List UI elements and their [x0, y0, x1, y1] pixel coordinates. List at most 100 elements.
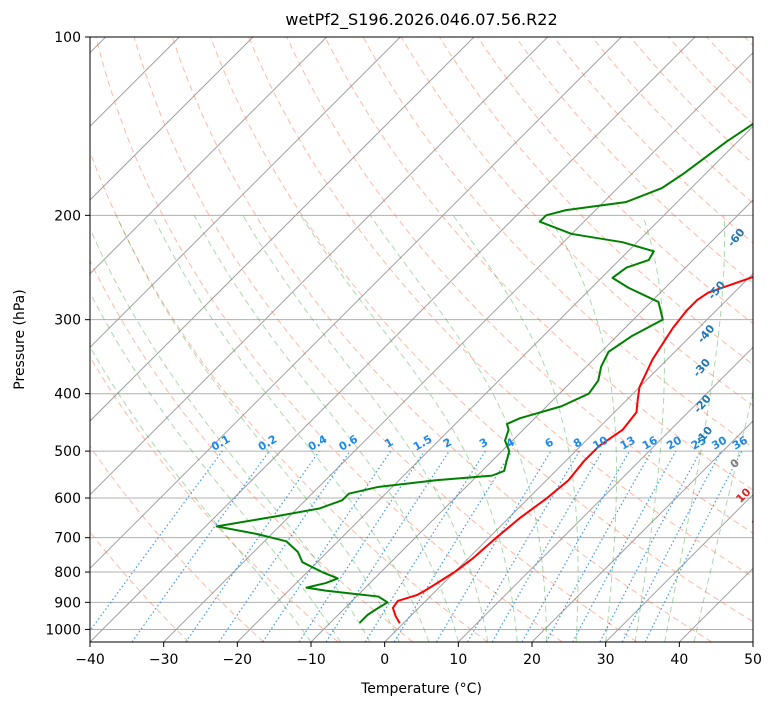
mixing-ratio-line: [545, 450, 653, 642]
isotherm-line: [90, 37, 622, 570]
y-tick-label: 700: [54, 531, 81, 547]
isotherm-line: [752, 641, 753, 642]
moist-adiabat-line: [452, 215, 579, 642]
moist-adiabat-line: [369, 215, 548, 642]
isotherm-line: [90, 37, 254, 201]
x-tick-label: −10: [296, 652, 326, 668]
dry-adiabat-line: [210, 37, 753, 623]
moist-adiabat-line: [90, 227, 371, 642]
isotherm-line: [236, 125, 753, 642]
mixing-ratio-label: 10: [591, 433, 611, 452]
x-tick-label: −20: [223, 652, 253, 668]
mixing-ratio-line: [466, 450, 580, 642]
temperature-profile-line: [391, 275, 753, 624]
mixing-ratio-line: [185, 450, 320, 642]
x-axis-label: Temperature (°C): [360, 681, 482, 697]
mixing-ratio-line: [325, 450, 450, 642]
isotherm-line: [90, 37, 401, 349]
x-tick-label: 10: [449, 652, 467, 668]
moist-adiabat-line: [242, 215, 489, 642]
plot-area: 0.10.20.40.611.52346810131620253036-100-…: [90, 37, 775, 642]
x-tick-label: 40: [670, 652, 688, 668]
dry-adiabat-line: [90, 445, 264, 642]
mixing-ratio-line: [90, 450, 223, 632]
isotherm-line: [90, 37, 549, 496]
moist-adiabat-line: [152, 215, 430, 642]
mixing-ratio-label: 30: [709, 433, 729, 452]
dry-adiabat-line: [515, 37, 753, 284]
dry-adiabat-line: [324, 37, 753, 491]
y-tick-label: 400: [54, 387, 81, 403]
dry-adiabat-line: [400, 37, 753, 407]
mixing-ratio-label: 1: [382, 436, 395, 451]
mixing-ratio-line: [435, 450, 552, 642]
y-tick-label: 600: [54, 491, 81, 507]
dry-adiabat-line: [248, 37, 753, 578]
x-tick-label: −40: [75, 652, 105, 668]
mixing-ratio-label: 16: [640, 433, 660, 452]
x-tick-label: 30: [597, 652, 615, 668]
dry-adiabat-line: [95, 37, 563, 642]
mixing-ratio-label: 0.1: [209, 433, 232, 454]
mixing-ratio-label: 6: [543, 435, 556, 450]
mixing-ratio-line: [364, 450, 486, 642]
isotherm-line: [90, 37, 696, 642]
mixing-ratio-label: 1.5: [411, 433, 434, 454]
dry-adiabat-line: [591, 37, 753, 204]
dry-adiabat-label: -60: [725, 226, 748, 250]
dry-adiabat-line: [90, 150, 488, 642]
mixing-ratio-line: [218, 450, 351, 642]
y-tick-label: 1000: [45, 622, 81, 638]
y-tick-label: 800: [54, 565, 81, 581]
mixing-ratio-line: [599, 450, 702, 642]
isotherm-line: [605, 493, 753, 642]
dry-adiabat-label: -40: [695, 322, 718, 346]
dry-adiabat-label: -30: [690, 356, 713, 380]
dry-adiabat-line: [133, 37, 638, 642]
moist-adiabat-line: [547, 215, 618, 642]
mixing-ratio-line: [521, 450, 631, 642]
moist-adiabat-label: 0: [728, 456, 743, 471]
x-tick-label: −30: [149, 652, 179, 668]
axis-ticks: −40 −30 −20 −10 0 10 20 30 40 50 1000 900 800 700 600 5…: [45, 30, 762, 668]
isotherm-line: [678, 567, 753, 642]
y-tick-label: 900: [54, 595, 81, 611]
x-tick-label: 50: [744, 652, 762, 668]
moist-adiabat-line: [90, 291, 341, 642]
mixing-ratio-line: [491, 450, 603, 642]
mixing-ratio-line: [393, 450, 513, 642]
mixing-ratio-line: [572, 450, 677, 642]
isotherm-line: [310, 199, 753, 642]
mixing-ratio-label: 36: [730, 433, 750, 452]
y-tick-label: 100: [54, 30, 81, 46]
mixing-ratio-line: [131, 450, 270, 642]
isotherm-line: [457, 346, 753, 642]
y-tick-label: 500: [54, 444, 81, 460]
y-tick-label: 200: [54, 208, 81, 224]
x-tick-label: 20: [523, 652, 541, 668]
mixing-ratio-label: 0.4: [306, 432, 330, 453]
mixing-ratio-label: 0.6: [337, 432, 361, 453]
chart-title: wetPf2_S196.2026.046.07.56.R22: [285, 10, 557, 30]
mixing-ratio-label: 3: [477, 436, 490, 451]
dry-adiabat-line: [90, 356, 339, 642]
mixing-ratio-line: [298, 450, 425, 642]
moist-adiabat-line: [300, 215, 518, 642]
moist-adiabat-label: 30: [757, 543, 775, 563]
dry-adiabat-line: [668, 37, 753, 125]
mixing-ratio-label: 0.2: [256, 433, 279, 454]
isotherm-line: [384, 272, 753, 642]
dry-adiabat-label: -50: [705, 278, 728, 302]
moist-adiabat-line: [193, 215, 459, 642]
isotherm-line: [163, 51, 753, 642]
moist-adiabat-line: [634, 215, 665, 642]
mixing-ratio-label: 20: [664, 433, 684, 452]
y-tick-label: 300: [54, 313, 81, 329]
dry-adiabat-line: [362, 37, 753, 449]
moist-adiabat-line: [115, 215, 400, 642]
y-axis-label: Pressure (hPa): [12, 289, 28, 389]
dewpoint-profile-line: [215, 122, 753, 624]
dry-adiabat-line: [744, 37, 753, 47]
dry-adiabat-line: [477, 37, 753, 325]
